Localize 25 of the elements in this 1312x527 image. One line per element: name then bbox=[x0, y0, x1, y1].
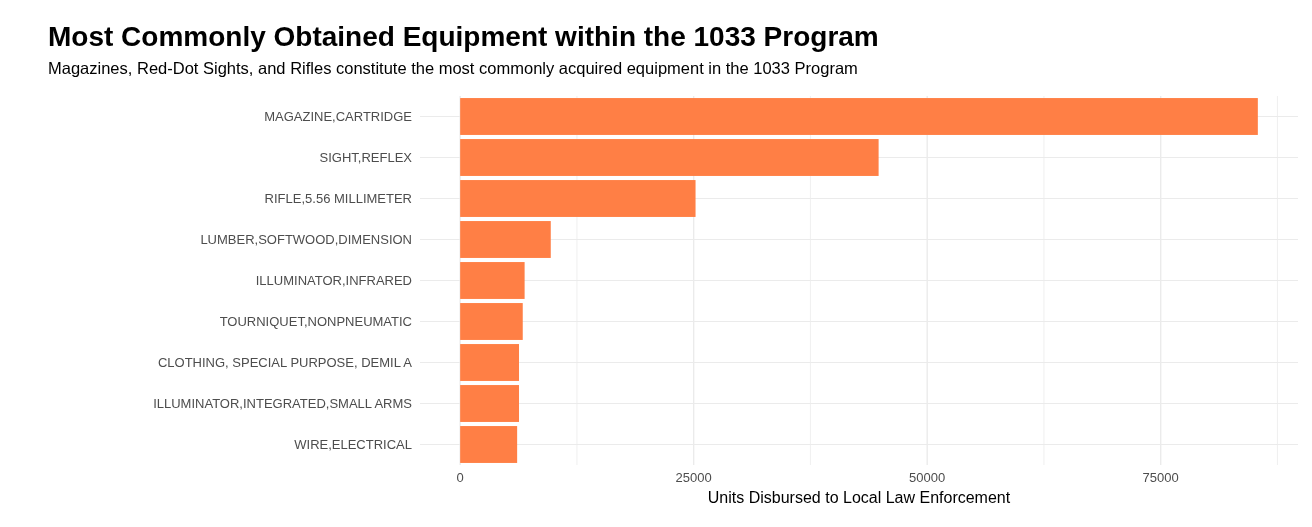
y-tick-label: CLOTHING, SPECIAL PURPOSE, DEMIL A bbox=[157, 355, 413, 371]
y-tick-label: TOURNIQUET,NONPNEUMATIC bbox=[219, 314, 412, 330]
x-axis-title: Units Disbursed to Local Law Enforcement bbox=[707, 489, 1011, 506]
y-tick-label: SIGHT,REFLEX bbox=[319, 150, 413, 166]
bar bbox=[460, 262, 525, 299]
bar bbox=[460, 98, 1258, 135]
y-tick-label: ILLUMINATOR,INTEGRATED,SMALL ARMS bbox=[153, 396, 413, 412]
x-tick-label: 0 bbox=[456, 470, 464, 485]
bar bbox=[460, 426, 518, 463]
y-tick-label: RIFLE,5.56 MILLIMETER bbox=[264, 191, 412, 207]
bar bbox=[460, 221, 551, 258]
bar bbox=[460, 385, 520, 422]
y-tick-label: ILLUMINATOR,INFRARED bbox=[255, 273, 412, 289]
y-tick-label: WIRE,ELECTRICAL bbox=[294, 437, 412, 453]
y-tick-label: MAGAZINE,CARTRIDGE bbox=[264, 109, 413, 125]
chart-subtitle: Magazines, Red-Dot Sights, and Rifles constitute the most commonly acquired equipment in the 1033 Program bbox=[48, 59, 858, 77]
x-tick-label: 25000 bbox=[675, 470, 712, 485]
chart-title: Most Commonly Obtained Equipment within the 1033 Program bbox=[48, 21, 879, 52]
bar bbox=[460, 180, 696, 217]
bar bbox=[460, 303, 523, 340]
bar bbox=[460, 139, 879, 176]
x-tick-label: 50000 bbox=[909, 470, 946, 485]
y-tick-label: LUMBER,SOFTWOOD,DIMENSION bbox=[200, 232, 412, 248]
bar bbox=[460, 344, 520, 381]
x-tick-label: 75000 bbox=[1142, 470, 1179, 485]
